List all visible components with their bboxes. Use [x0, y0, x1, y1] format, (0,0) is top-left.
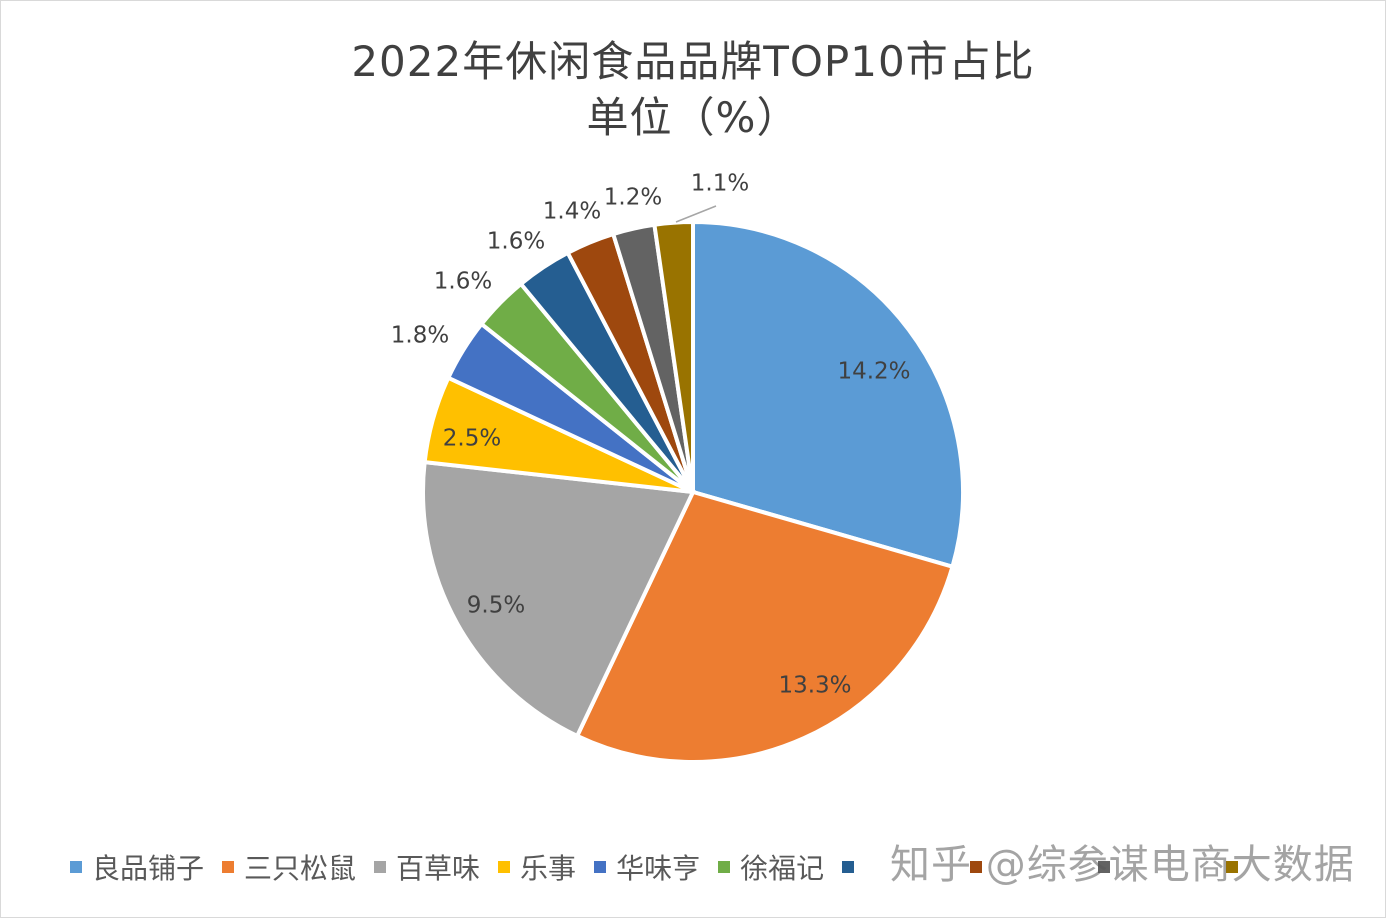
legend-item-0: 良品铺子 — [70, 847, 204, 887]
pie-slice-9 — [652, 219, 695, 493]
pie-slice-2 — [421, 459, 697, 739]
legend-label-5: 徐福记 — [740, 852, 825, 885]
legend-item-2: 百草味 — [374, 847, 480, 887]
data-label-3: 2.5% — [443, 426, 501, 452]
leader-line — [675, 205, 717, 223]
legend-swatch-0 — [70, 861, 82, 873]
legend-label-3: 乐事 — [520, 852, 577, 885]
legend-item-4: 华味亨 — [594, 847, 700, 887]
legend-swatch-4 — [594, 861, 607, 873]
legend-label-4: 华味亨 — [616, 852, 701, 885]
watermark: 知乎 @综参谋电商大数据 — [890, 842, 1355, 888]
data-label-1: 13.3% — [778, 673, 851, 699]
data-label-2: 9.5% — [467, 593, 525, 619]
legend-item-3: 乐事 — [498, 847, 576, 887]
legend-item-5: 徐福记 — [718, 847, 824, 887]
pie-labels: 14.2% 13.3% 9.5% 2.5% 1.8% 1.6% 1.6% 1.4%1.2% 1.… — [391, 171, 911, 699]
legend-swatch-1 — [222, 861, 235, 873]
legend-item-9 — [1226, 861, 1336, 873]
legend-label-2: 百草味 — [396, 852, 481, 885]
legend-item-7 — [970, 861, 1080, 873]
legend-swatch-8 — [1098, 861, 1111, 873]
pie-slices — [421, 219, 965, 764]
pie-slice-1 — [574, 489, 955, 764]
legend-swatch-6 — [842, 861, 855, 873]
legend-swatch-2 — [374, 861, 387, 873]
legend-label-1: 三只松鼠 — [244, 852, 357, 885]
legend-swatch-5 — [718, 861, 731, 873]
data-label-8: 1.2% — [604, 185, 662, 211]
data-label-5: 1.6% — [434, 269, 492, 295]
pie-slice-0 — [691, 219, 965, 570]
chart-title: 2022年休闲食品品牌TOP10市占比 — [351, 37, 1035, 86]
data-label-6: 1.6% — [487, 229, 545, 255]
data-label-4: 1.8% — [391, 323, 449, 349]
legend-swatch-9 — [1226, 861, 1239, 873]
legend-item-8 — [1098, 861, 1208, 873]
legend-item-6 — [842, 861, 952, 873]
legend-swatch-3 — [498, 861, 511, 873]
data-label-9: 1.1% — [691, 171, 749, 197]
chart-legend: 良品铺子 三只松鼠 百草味 乐事 华味亨 徐福记 — [70, 842, 1354, 892]
chart-subtitle: 单位（%） — [586, 93, 800, 142]
legend-item-1: 三只松鼠 — [222, 847, 356, 887]
data-label-7: 1.4% — [543, 199, 601, 225]
legend-label-0: 良品铺子 — [92, 852, 205, 885]
data-label-0: 14.2% — [837, 359, 910, 385]
legend-swatch-7 — [970, 861, 983, 873]
